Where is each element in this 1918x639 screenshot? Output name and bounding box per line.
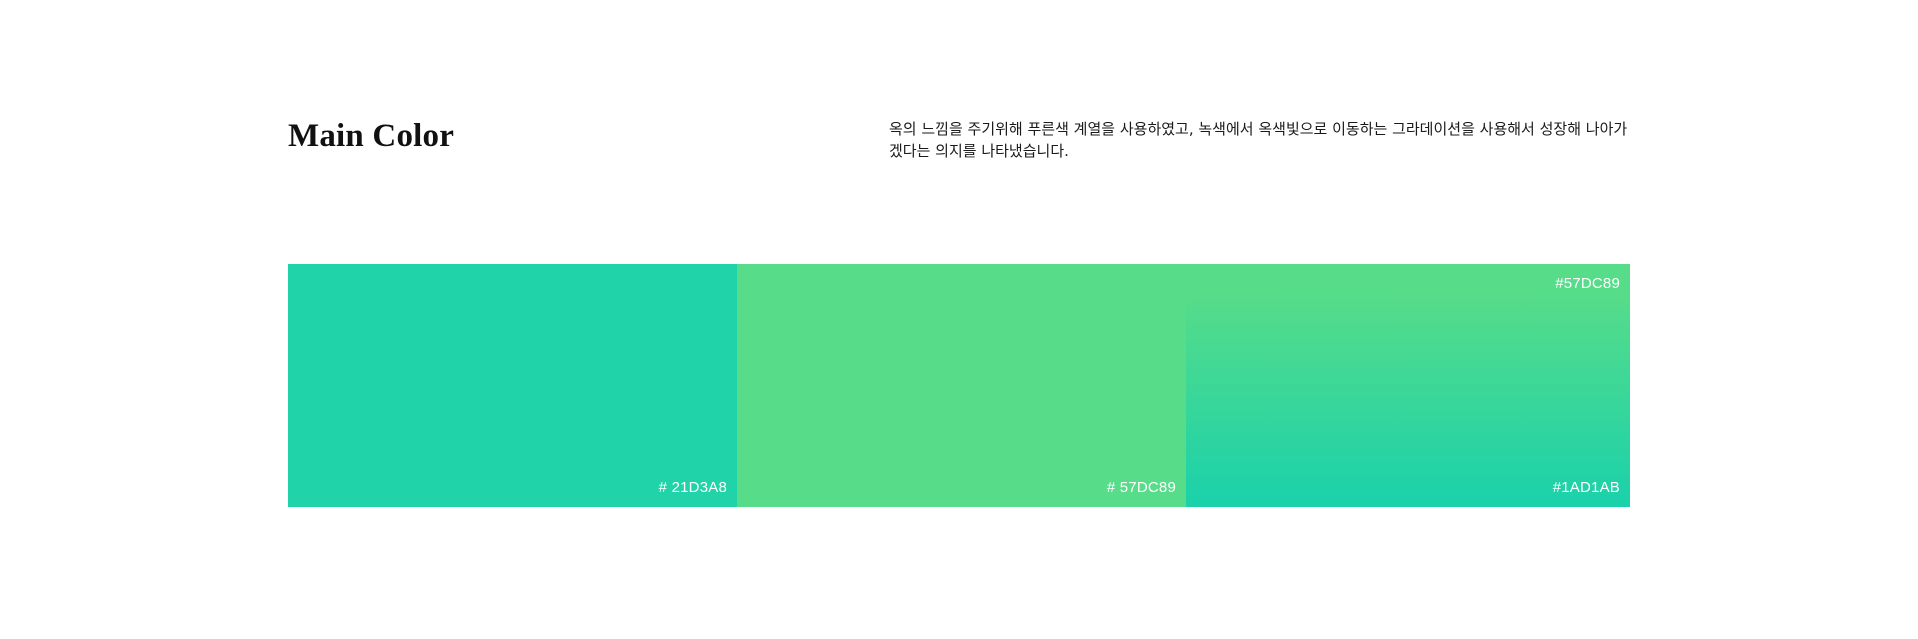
swatch-secondary-hex: # 57DC89 — [1106, 479, 1176, 496]
swatch-secondary: # 57DC89 — [737, 264, 1186, 507]
swatch-primary: # 21D3A8 — [288, 264, 737, 507]
color-swatches: # 21D3A8 # 57DC89 #57DC89 #1AD1AB — [288, 264, 1630, 507]
swatch-gradient-start-hex: #57DC89 — [1555, 275, 1620, 292]
page-title: Main Color — [288, 118, 455, 154]
swatch-primary-hex: # 21D3A8 — [658, 479, 727, 496]
swatch-gradient-end-hex: #1AD1AB — [1552, 479, 1620, 496]
swatch-gradient: #57DC89 #1AD1AB — [1186, 264, 1630, 507]
color-description: 옥의 느낌을 주기위해 푸른색 계열을 사용하였고, 녹색에서 옥색빛으로 이동… — [889, 120, 1628, 160]
